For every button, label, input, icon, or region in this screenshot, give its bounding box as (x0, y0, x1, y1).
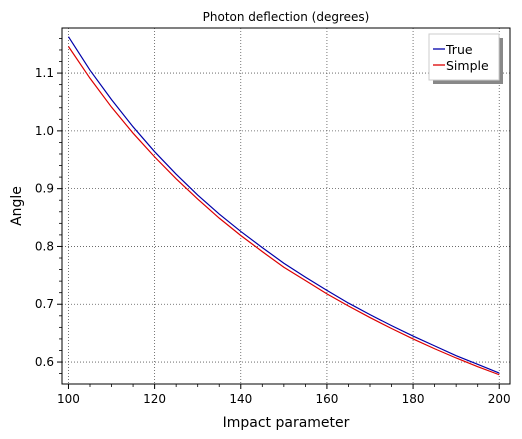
grid (62, 28, 510, 384)
x-tick-label: 100 (57, 392, 80, 406)
axis-ticks (57, 38, 500, 389)
plot-frame (61, 27, 511, 385)
legend-label: Simple (446, 58, 489, 73)
x-tick-label: 180 (402, 392, 425, 406)
y-tick-label: 0.7 (35, 297, 54, 311)
legend-label: True (445, 42, 473, 57)
x-tick-label: 120 (143, 392, 166, 406)
x-tick-label: 200 (488, 392, 511, 406)
chart-title: Photon deflection (degrees) (203, 10, 370, 24)
x-axis-label: Impact parameter (223, 415, 350, 431)
legend-box (428, 33, 500, 81)
y-tick-label: 0.8 (35, 239, 54, 253)
y-tick-label: 1.0 (35, 124, 54, 138)
series-lines (67, 36, 500, 376)
y-tick-label: 0.9 (35, 182, 54, 196)
y-tick-label: 1.1 (35, 66, 54, 80)
y-tick-label: 0.6 (35, 355, 54, 369)
x-tick-label: 160 (315, 392, 338, 406)
series-line-simple (67, 46, 500, 376)
y-axis-label: Angle (9, 186, 25, 226)
tick-labels: 100 120 140 160 180 200 0.6 0.7 0.8 0.9 1.0 1.1 (35, 66, 511, 406)
series-line-true (67, 36, 500, 374)
x-tick-label: 140 (229, 392, 252, 406)
